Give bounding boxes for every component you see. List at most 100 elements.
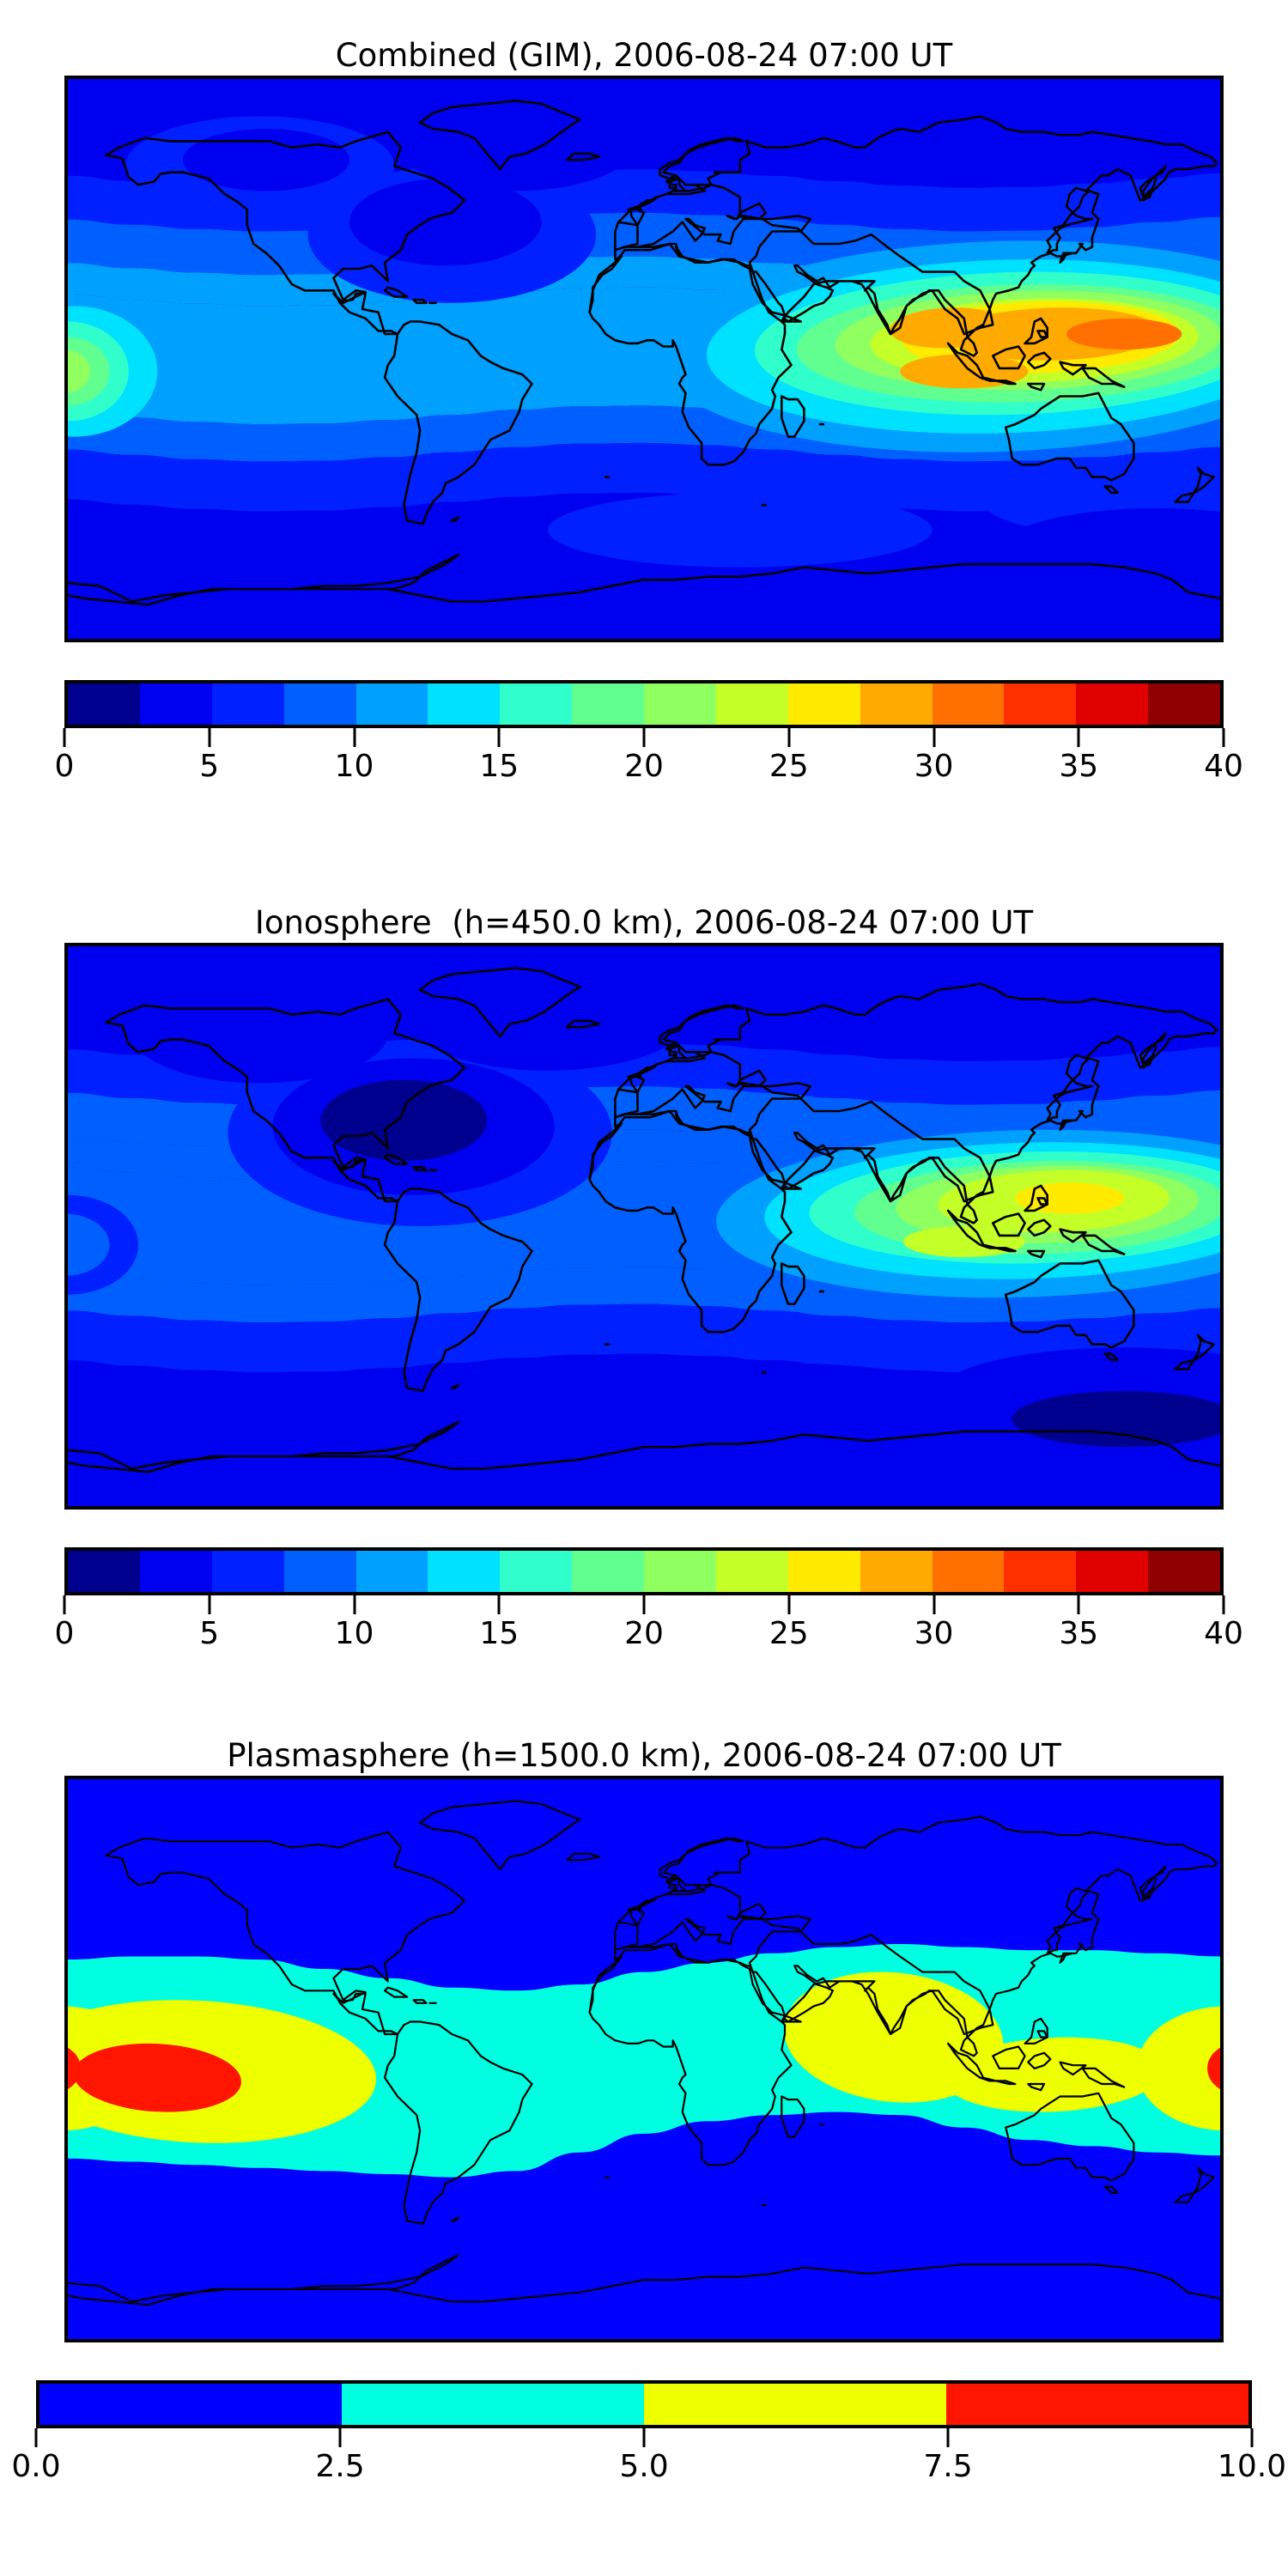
colorbar-tick-label: 20 — [624, 1616, 664, 1651]
coastline — [1024, 317, 1048, 345]
contour-blob — [548, 492, 933, 568]
coastline — [614, 115, 1218, 357]
coastline — [588, 1837, 744, 2014]
colorbar-tick — [63, 1595, 66, 1614]
coastline — [451, 1383, 460, 1389]
colorbar-segment — [68, 1551, 140, 1592]
coastline — [946, 342, 1017, 386]
colorbar-tick — [353, 1595, 355, 1614]
contour-field — [68, 79, 1220, 639]
coastline — [383, 286, 409, 298]
contour-blob — [320, 1079, 488, 1161]
colorbar-tick-label: 40 — [1204, 749, 1243, 784]
coastline — [947, 2042, 1017, 2086]
panel-plasmasphere: Plasmasphere (h=1500.0 km), 2006-08-24 0… — [0, 1736, 1288, 2492]
colorbar-tick-label: 35 — [1059, 749, 1099, 784]
panel-title-combined: Combined (GIM), 2006-08-24 07:00 UT — [335, 37, 953, 74]
coastline — [614, 1815, 1218, 2057]
colorbar-tick — [208, 1595, 211, 1614]
panel-title-ionosphere: Ionosphere (h=450.0 km), 2006-08-24 07:0… — [254, 904, 1034, 941]
coastline — [1036, 2030, 1048, 2038]
coastline — [1027, 2051, 1052, 2069]
colorbar-tick — [1222, 1595, 1225, 1614]
colorbar-tick — [946, 2428, 950, 2447]
colorbar-tick-label: 2.5 — [315, 2449, 365, 2484]
colorbar-labels-plasmasphere: 0.0 2.5 5.0 7.5 10.0 — [11, 2447, 1286, 2492]
coastline — [383, 320, 533, 526]
coastline — [588, 1004, 744, 1181]
colorbar-segment — [644, 2384, 946, 2425]
coastline — [992, 2045, 1026, 2069]
colorbar-segment — [932, 683, 1005, 725]
coastline — [566, 152, 601, 161]
colorbar-segment — [342, 2384, 644, 2425]
coastlines — [68, 967, 1220, 1473]
colorbar-segment — [428, 1551, 501, 1592]
colorbar-combined: 0 5 10 15 20 25 30 35 40 — [55, 680, 1243, 792]
colorbar-segment — [500, 683, 573, 725]
contour-blob — [68, 349, 91, 393]
colorbar-tick-label: 25 — [769, 749, 809, 784]
colorbar-tick-label: 5.0 — [619, 2449, 669, 2484]
coastline — [383, 1188, 533, 1393]
panel-ionosphere: Ionosphere (h=450.0 km), 2006-08-24 07:0… — [0, 903, 1288, 1659]
colorbar-segment — [139, 1551, 212, 1592]
contour-field — [68, 1779, 1220, 2339]
colorbar-tick-label: 15 — [479, 749, 519, 784]
colorbar-segment — [211, 683, 284, 725]
coastline — [68, 553, 460, 606]
colorbar-tick — [497, 1595, 501, 1614]
coastline — [384, 2020, 533, 2226]
coastline — [1004, 392, 1135, 482]
coastline — [566, 1019, 601, 1029]
map-ionosphere — [64, 943, 1224, 1510]
coastline — [418, 100, 581, 171]
coastline — [1103, 1352, 1119, 1362]
coastline — [1059, 2061, 1087, 2076]
colorbar-segment — [428, 683, 501, 725]
colorbar-segment — [644, 1551, 716, 1592]
coastline — [781, 1262, 805, 1305]
colorbar-tick — [353, 728, 355, 747]
coastline — [419, 1800, 581, 1871]
colorbar-segment — [39, 2384, 342, 2425]
coastline — [588, 137, 744, 313]
coastline — [451, 2216, 459, 2222]
coastline — [1024, 1184, 1048, 1212]
contour-blob — [68, 1213, 110, 1276]
colorbar-tick-label: 35 — [1059, 1616, 1099, 1651]
colorbar-tick-label: 0 — [54, 749, 75, 784]
coastline — [386, 2263, 1220, 2303]
coastline — [1027, 382, 1046, 392]
colorbar-tick — [208, 728, 211, 747]
colorbar-ticks-combined — [63, 728, 1225, 747]
contour-blob — [349, 178, 542, 266]
colorbar-segment — [787, 683, 860, 725]
coastline — [781, 2095, 805, 2138]
contour-blob — [890, 307, 1006, 349]
contour-blob — [902, 1226, 1025, 1258]
colorbar-tick — [1222, 728, 1225, 747]
colorbar-tick — [933, 1595, 935, 1614]
colorbar-segment — [1004, 683, 1077, 725]
contour-blob — [996, 507, 1220, 596]
coastline — [105, 1831, 466, 2036]
colorbar-tick-label: 5 — [199, 749, 220, 784]
colorbar-labels-ionosphere: 0 5 10 15 20 25 30 35 40 — [55, 1614, 1243, 1659]
colorbar-tick — [787, 1595, 791, 1614]
coastline — [1103, 2185, 1119, 2194]
coastline — [418, 967, 581, 1038]
colorbar-tick — [497, 728, 501, 747]
coastline — [1027, 1218, 1052, 1237]
colorbar-segment — [1148, 1551, 1220, 1592]
coastline — [386, 1430, 1220, 1470]
colorbar-gradient-combined — [64, 680, 1224, 728]
colorbar-segment — [68, 683, 140, 725]
colorbar-tick-label: 30 — [914, 1616, 954, 1651]
colorbar-tick-label: 10.0 — [1217, 2449, 1287, 2484]
colorbar-segment — [355, 683, 428, 725]
contour-band — [68, 1303, 1220, 1373]
map-plasmasphere — [64, 1776, 1224, 2342]
contour-blob — [548, 1363, 997, 1450]
